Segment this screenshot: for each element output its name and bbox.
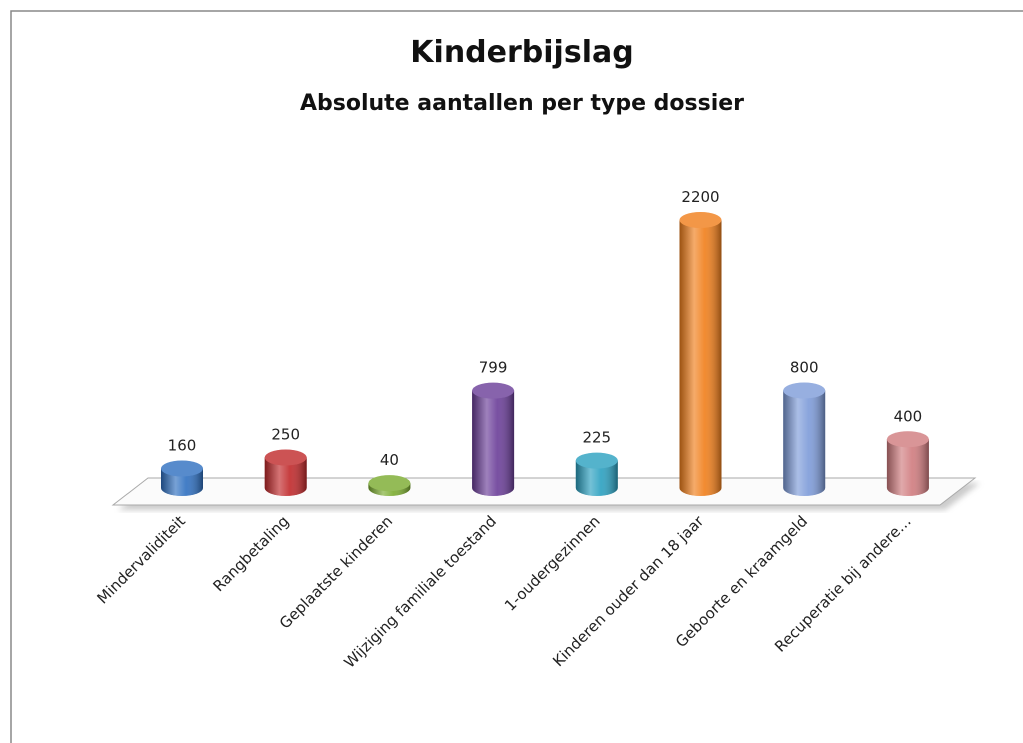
value-label: 800 bbox=[790, 359, 819, 377]
cylinder-shade bbox=[783, 390, 826, 496]
cylinder bbox=[679, 212, 722, 496]
cylinder-top-shine bbox=[472, 382, 515, 399]
cylinder-top bbox=[368, 475, 411, 492]
cylinder-top bbox=[783, 382, 826, 399]
chart-title: Kinderbijslag bbox=[410, 35, 633, 70]
value-label: 225 bbox=[582, 429, 611, 447]
cylinder-top bbox=[264, 449, 307, 466]
cylinder-top bbox=[161, 460, 203, 477]
cylinder-top-shine bbox=[264, 449, 307, 466]
cylinder bbox=[575, 452, 618, 496]
value-label: 160 bbox=[168, 437, 197, 455]
chart-subtitle: Absolute aantallen per type dossier bbox=[300, 91, 744, 116]
cylinder-top bbox=[472, 382, 515, 399]
cylinder bbox=[472, 382, 515, 496]
cylinder-shade bbox=[472, 390, 515, 496]
value-label: 400 bbox=[894, 407, 923, 425]
cylinder bbox=[886, 431, 929, 496]
cylinder-top-shine bbox=[783, 382, 826, 399]
frame bbox=[10, 10, 1023, 743]
cylinder-top-shine bbox=[575, 452, 618, 469]
cylinder-shade bbox=[886, 439, 929, 496]
cylinder bbox=[368, 475, 411, 496]
value-label: 2200 bbox=[681, 188, 719, 206]
value-label: 250 bbox=[271, 426, 300, 444]
cylinder-top-shine bbox=[886, 431, 929, 448]
floor bbox=[111, 477, 977, 506]
cylinder-top bbox=[886, 431, 929, 448]
cylinder-shade bbox=[575, 460, 618, 496]
cylinder bbox=[783, 382, 826, 496]
cylinder-shade bbox=[679, 220, 722, 496]
value-label: 799 bbox=[479, 359, 508, 377]
cylinder bbox=[264, 449, 307, 496]
cylinder-top bbox=[679, 212, 722, 228]
cylinder-top-shine bbox=[161, 460, 203, 477]
cylinder bbox=[161, 460, 203, 496]
cylinder-top-shine bbox=[679, 212, 722, 228]
cylinder-top-shine bbox=[368, 475, 411, 492]
cylinder-shade bbox=[264, 457, 307, 496]
value-label: 40 bbox=[380, 451, 399, 469]
cylinder-top bbox=[575, 452, 618, 469]
